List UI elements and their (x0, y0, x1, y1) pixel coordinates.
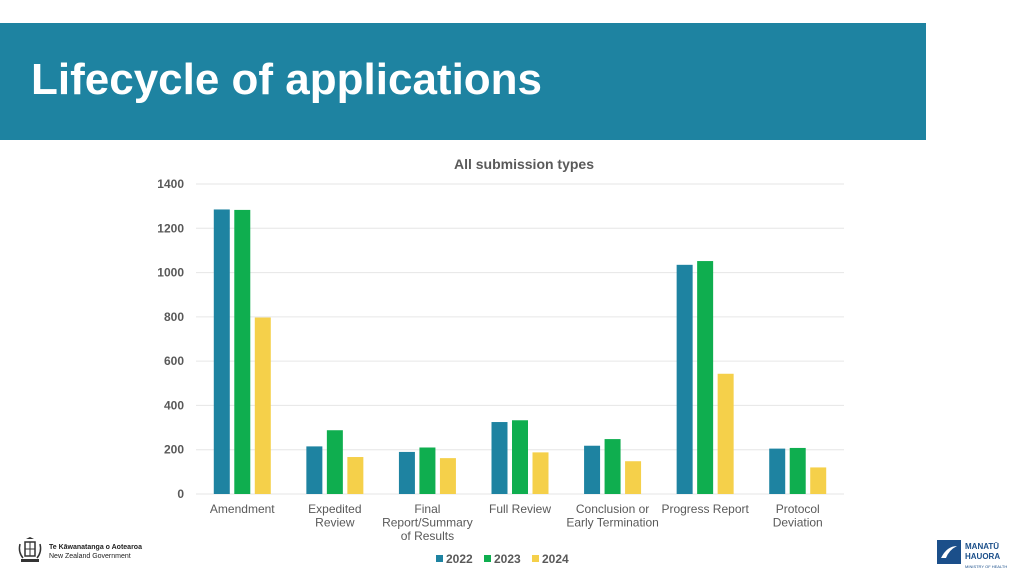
bar-2024-1 (347, 457, 364, 494)
ministry-name-line1: MANATŪ (965, 542, 1000, 551)
ministry-of-health-logo: MANATŪ HAUORA MINISTRY OF HEALTH (937, 540, 1009, 570)
bar-2022-1 (306, 446, 323, 494)
x-category-label-line: Report/Summary (382, 516, 473, 530)
x-category-label-line: Protocol (776, 502, 820, 516)
x-category-label-line: Review (315, 516, 355, 530)
title-banner (0, 23, 926, 140)
x-category-label: Final Report/Summary of Results (382, 502, 473, 543)
x-category-label: Amendment (210, 502, 275, 516)
bar-2024-2 (439, 458, 456, 494)
y-tick-label: 0 (177, 487, 184, 501)
gov-name-english: New Zealand Government (49, 553, 131, 560)
bar-2023-3 (512, 420, 528, 494)
bar-2022-2 (398, 451, 415, 494)
x-category-label-line: Expedited (308, 502, 361, 516)
bar-2022-4 (584, 445, 601, 494)
legend-label-2022: 2022 (446, 552, 473, 566)
legend-swatch-2024 (532, 555, 539, 562)
chart-title: All submission types (454, 156, 594, 172)
bar-2023-6 (789, 447, 806, 494)
bar-2024-3 (532, 452, 549, 494)
y-tick-label: 1400 (157, 177, 184, 191)
bar-2024-6 (810, 467, 827, 494)
bar-2023-0 (234, 209, 251, 494)
x-category-label-line: Deviation (773, 516, 823, 530)
y-tick-label: 1000 (157, 266, 184, 280)
x-category-label-line: Full Review (489, 502, 551, 516)
ministry-name-line2: HAUORA (965, 552, 1001, 561)
legend-label-2024: 2024 (542, 552, 569, 566)
y-tick-label: 400 (164, 398, 184, 412)
bar-2024-0 (254, 317, 271, 494)
bar-2022-6 (769, 448, 786, 494)
x-category-label-line: Conclusion or (576, 502, 649, 516)
bar-2022-3 (491, 422, 508, 494)
bar-2022-5 (676, 264, 693, 494)
x-category-label-line: Early Termination (566, 516, 658, 530)
bar-2023-5 (697, 261, 714, 494)
nz-government-logo: Te Kāwanatanga o Aotearoa New Zealand Go… (16, 536, 156, 566)
y-tick-label: 600 (164, 354, 184, 368)
y-tick-label: 800 (164, 310, 184, 324)
bar-2023-2 (419, 447, 436, 494)
bar-2023-4 (604, 439, 621, 494)
ministry-name-line3: MINISTRY OF HEALTH (965, 564, 1008, 569)
ministry-mark-icon (937, 540, 961, 564)
bar-2024-4 (625, 461, 642, 494)
x-category-label-line: Final (414, 502, 440, 516)
x-category-label: Conclusion or Early Termination (566, 502, 658, 530)
legend-label-2023: 2023 (494, 552, 521, 566)
x-category-label-line: Progress Report (661, 502, 749, 516)
slide-title: Lifecycle of applications (31, 55, 543, 104)
bar-2022-0 (213, 209, 230, 494)
y-tick-label: 200 (164, 443, 184, 457)
legend-swatch-2023 (484, 555, 491, 562)
x-category-label: Progress Report (661, 502, 749, 516)
bar-2024-5 (717, 373, 734, 494)
x-category-label: Protocol Deviation (773, 502, 823, 530)
gov-name-maori: Te Kāwanatanga o Aotearoa (49, 544, 142, 551)
x-category-label-line: of Results (401, 529, 454, 543)
coat-of-arms-icon (18, 537, 42, 562)
x-category-label-line: Amendment (210, 502, 275, 516)
x-category-label: Expedited Review (308, 502, 361, 530)
x-category-label: Full Review (489, 502, 551, 516)
legend-swatch-2022 (436, 555, 443, 562)
bar-2023-1 (326, 430, 343, 494)
y-tick-label: 1200 (157, 221, 184, 235)
